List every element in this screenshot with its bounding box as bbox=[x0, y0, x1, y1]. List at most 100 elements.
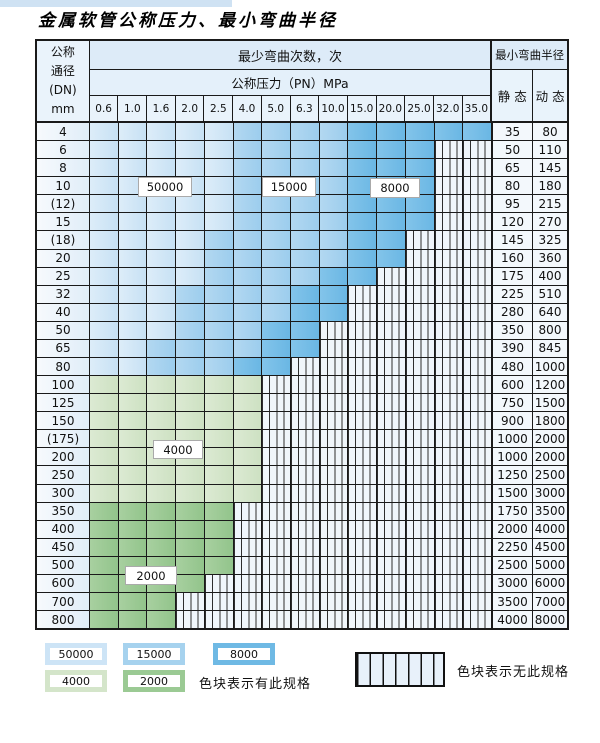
legend-box-15000: 15000 bbox=[123, 643, 185, 665]
spec-cell bbox=[176, 303, 205, 321]
spec-cell bbox=[262, 303, 292, 321]
no-spec-cell bbox=[463, 412, 493, 430]
spec-cell bbox=[204, 484, 234, 502]
no-spec-cell bbox=[377, 285, 406, 303]
no-spec-cell bbox=[434, 412, 464, 430]
spec-cell bbox=[233, 159, 263, 177]
no-spec-cell bbox=[434, 267, 464, 285]
no-spec-cell bbox=[405, 574, 435, 593]
spec-cell bbox=[118, 502, 148, 520]
spec-cell bbox=[377, 123, 406, 141]
no-spec-cell bbox=[405, 448, 435, 466]
spec-cell bbox=[204, 358, 234, 376]
dynamic-radius-cell: 400 bbox=[533, 267, 567, 285]
spec-cell bbox=[90, 321, 119, 339]
pressure-header: 公称压力（PN）MPa bbox=[89, 70, 491, 96]
spec-cell bbox=[118, 538, 148, 556]
spec-cell bbox=[90, 159, 119, 177]
no-spec-cell bbox=[405, 484, 435, 502]
table-row: 32 225 510 bbox=[37, 285, 567, 304]
header-right: 最小弯曲半径 静 态 动 态 bbox=[490, 41, 567, 121]
no-spec-cell bbox=[262, 574, 292, 593]
spec-cell bbox=[348, 159, 378, 177]
no-spec-cell bbox=[377, 267, 406, 285]
no-spec-cell bbox=[319, 448, 349, 466]
legend-box-4000: 4000 bbox=[45, 670, 107, 692]
spec-cell bbox=[348, 123, 378, 141]
dynamic-radius-cell: 2000 bbox=[533, 448, 567, 466]
spec-cell bbox=[233, 141, 263, 159]
no-spec-cell bbox=[319, 358, 349, 376]
spec-cell bbox=[147, 195, 177, 213]
no-spec-cell bbox=[348, 502, 378, 520]
no-spec-cell bbox=[319, 538, 349, 556]
spec-cell bbox=[118, 430, 148, 448]
no-spec-cell bbox=[377, 484, 406, 502]
no-spec-cell bbox=[319, 520, 349, 538]
no-spec-cell bbox=[434, 502, 464, 520]
dynamic-radius-cell: 5000 bbox=[533, 556, 567, 574]
no-spec-cell bbox=[434, 394, 464, 412]
spec-cell bbox=[147, 321, 177, 339]
no-spec-cell bbox=[291, 466, 320, 484]
pressure-cells bbox=[90, 394, 493, 412]
spec-cell bbox=[204, 556, 234, 574]
radius-header: 最小弯曲半径 bbox=[492, 41, 567, 70]
table-row: (12) 95 215 bbox=[37, 195, 567, 214]
no-spec-cell bbox=[463, 611, 493, 629]
spec-cell bbox=[118, 249, 148, 267]
pressure-cells bbox=[90, 339, 493, 358]
no-spec-cell bbox=[434, 159, 464, 177]
no-spec-cell bbox=[348, 538, 378, 556]
spec-cell bbox=[291, 231, 320, 249]
spec-cell bbox=[90, 267, 119, 285]
spec-cell bbox=[147, 159, 177, 177]
no-spec-cell bbox=[405, 412, 435, 430]
no-spec-cell bbox=[176, 611, 205, 629]
no-spec-cell bbox=[348, 448, 378, 466]
spec-cell bbox=[147, 412, 177, 430]
pressure-values-row: 0.6 1.0 1.6 2.0 2.5 4.0 5.0 6.3 10.0 15.0 20.0 25.0… bbox=[89, 96, 491, 121]
no-spec-cell bbox=[348, 430, 378, 448]
legend-label-2000: 2000 bbox=[140, 674, 168, 688]
spec-cell bbox=[118, 466, 148, 484]
no-spec-cell bbox=[291, 574, 320, 593]
legend-hatch-box bbox=[355, 652, 445, 687]
spec-cell bbox=[118, 376, 148, 394]
legend-label-15000: 15000 bbox=[136, 647, 172, 661]
dn-label-cell: (18) bbox=[37, 231, 90, 249]
dynamic-radius-cell: 4500 bbox=[533, 538, 567, 556]
table-row: 15 120 270 bbox=[37, 213, 567, 232]
no-spec-cell bbox=[348, 593, 378, 611]
dynamic-radius-cell: 2000 bbox=[533, 430, 567, 448]
no-spec-cell bbox=[377, 593, 406, 611]
spec-cell bbox=[118, 285, 148, 303]
spec-cell bbox=[204, 285, 234, 303]
pressure-cells bbox=[90, 195, 493, 213]
dynamic-radius-cell: 2500 bbox=[533, 466, 567, 484]
no-spec-cell bbox=[434, 339, 464, 358]
no-spec-cell bbox=[262, 394, 292, 412]
table-row: 20 160 360 bbox=[37, 249, 567, 268]
no-spec-cell bbox=[405, 267, 435, 285]
dn-label-cell: 8 bbox=[37, 159, 90, 177]
table-row: 100 600 1200 bbox=[37, 376, 567, 395]
spec-cell bbox=[405, 123, 435, 141]
static-radius-cell: 145 bbox=[492, 231, 533, 249]
spec-cell bbox=[118, 412, 148, 430]
no-spec-cell bbox=[434, 213, 464, 231]
pressure-header-cell: 2.0 bbox=[176, 96, 205, 121]
no-spec-cell bbox=[463, 321, 493, 339]
spec-cell bbox=[176, 376, 205, 394]
spec-cell bbox=[90, 593, 119, 611]
no-spec-cell bbox=[434, 231, 464, 249]
legend-box-2000: 2000 bbox=[123, 670, 185, 692]
spec-cell bbox=[233, 267, 263, 285]
pressure-bend-table: 公称 通径 (DN) mm 最少弯曲次数，次 公称压力（PN）MPa 0.6 1.… bbox=[35, 39, 569, 630]
no-spec-cell bbox=[377, 538, 406, 556]
spec-cell bbox=[204, 321, 234, 339]
dynamic-radius-cell: 145 bbox=[533, 159, 567, 177]
spec-cell bbox=[118, 231, 148, 249]
spec-cell bbox=[176, 520, 205, 538]
